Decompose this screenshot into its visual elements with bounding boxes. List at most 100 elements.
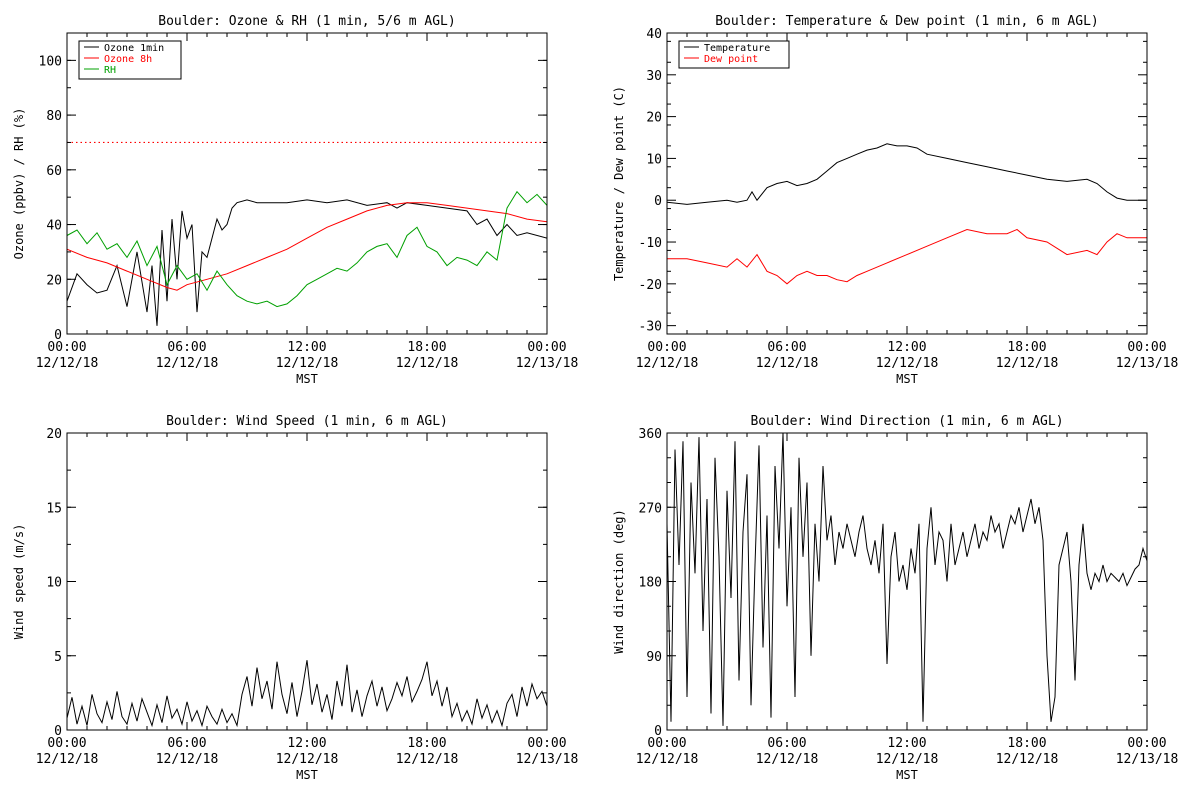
y-tick-label: 360 <box>639 427 662 442</box>
x-tick-label-time: 00:00 <box>47 340 86 355</box>
legend-label: Ozone 8h <box>104 54 152 65</box>
y-tick-label: 0 <box>54 328 62 343</box>
y-tick-label: 0 <box>654 724 662 739</box>
x-tick-label-date: 12/12/18 <box>156 752 219 767</box>
series-line-temperature <box>667 143 1147 205</box>
x-axis-label: MST <box>296 372 318 386</box>
y-axis-label: Temperature / Dew point (C) <box>612 86 626 281</box>
series-group <box>67 660 547 728</box>
x-tick-label-time: 12:00 <box>887 340 926 355</box>
legend-label: Dew point <box>704 54 758 65</box>
x-tick-label-time: 06:00 <box>767 736 806 751</box>
x-tick-label-date: 12/12/18 <box>36 752 99 767</box>
series-group <box>667 143 1147 285</box>
x-axis-label: MST <box>896 768 918 782</box>
x-tick-label-date: 12/12/18 <box>276 356 339 371</box>
panel-4: Boulder: Wind Direction (1 min, 6 m AGL)… <box>612 414 1178 782</box>
series-line-1 <box>67 660 547 728</box>
plot-frame <box>66 432 548 731</box>
x-tick-label-date: 12/12/18 <box>996 356 1059 371</box>
panel-3: Boulder: Wind Speed (1 min, 6 m AGL) 00:0… <box>12 414 578 782</box>
plot-frame <box>666 432 1148 731</box>
panel-2: Boulder: Temperature & Dew point (1 min,… <box>612 14 1178 386</box>
x-tick-label-date: 12/12/18 <box>396 356 459 371</box>
y-tick-label: 10 <box>46 576 62 591</box>
series-line-ozone-8h <box>67 202 547 291</box>
x-tick-label-time: 06:00 <box>767 340 806 355</box>
y-tick-label: 20 <box>646 111 662 126</box>
y-tick-label: 0 <box>654 194 662 209</box>
legend-label: Ozone 1min <box>104 43 164 54</box>
y-tick-label: 20 <box>46 273 62 288</box>
y-tick-label: 40 <box>46 219 62 234</box>
x-axis-label: MST <box>896 372 918 386</box>
y-tick-label: 90 <box>646 650 662 665</box>
series-group <box>67 141 547 326</box>
y-axis-label: Ozone (ppbv) / RH (%) <box>12 108 26 260</box>
x-tick-label-date: 12/13/18 <box>1116 356 1179 371</box>
x-axis-label: MST <box>296 768 318 782</box>
y-tick-label: 15 <box>46 501 62 516</box>
x-tick-label-time: 06:00 <box>167 736 206 751</box>
series-line-dew-point <box>667 228 1147 285</box>
x-tick-label-time: 18:00 <box>407 340 446 355</box>
y-tick-label: 20 <box>46 427 62 442</box>
plot-frame <box>666 32 1148 335</box>
panel-title: Boulder: Ozone & RH (1 min, 5/6 m AGL) <box>158 14 455 29</box>
x-tick-label-date: 12/12/18 <box>876 356 939 371</box>
y-tick-label: 30 <box>646 69 662 84</box>
x-tick-label-time: 00:00 <box>1127 340 1166 355</box>
x-tick-label-time: 12:00 <box>287 340 326 355</box>
x-tick-label-time: 00:00 <box>647 340 686 355</box>
x-tick-label-date: 12/12/18 <box>756 356 819 371</box>
y-tick-label: 0 <box>54 724 62 739</box>
x-tick-label-time: 00:00 <box>527 736 566 751</box>
y-axis-label: Wind speed (m/s) <box>12 524 26 640</box>
panel-title: Boulder: Wind Speed (1 min, 6 m AGL) <box>166 414 448 429</box>
x-tick-label-date: 12/12/18 <box>36 356 99 371</box>
series-line-ozone-1min <box>67 199 547 326</box>
y-tick-label: -10 <box>639 236 662 251</box>
y-tick-label: 270 <box>639 501 662 516</box>
x-tick-label-time: 00:00 <box>527 340 566 355</box>
y-tick-label: 80 <box>46 109 62 124</box>
x-tick-label-date: 12/12/18 <box>876 752 939 767</box>
x-tick-label-date: 12/12/18 <box>156 356 219 371</box>
x-tick-label-date: 12/13/18 <box>516 356 579 371</box>
x-tick-label-time: 00:00 <box>1127 736 1166 751</box>
x-tick-label-time: 06:00 <box>167 340 206 355</box>
y-axis-label: Wind direction (deg) <box>612 509 626 654</box>
series-line-rh <box>67 190 547 308</box>
x-tick-label-date: 12/12/18 <box>636 356 699 371</box>
y-tick-label: -30 <box>639 320 662 335</box>
x-tick-label-date: 12/12/18 <box>756 752 819 767</box>
y-tick-label: 5 <box>54 650 62 665</box>
x-tick-label-time: 18:00 <box>1007 340 1046 355</box>
panel-title: Boulder: Wind Direction (1 min, 6 m AGL) <box>750 414 1063 429</box>
y-tick-label: -20 <box>639 278 662 293</box>
x-tick-label-date: 12/13/18 <box>1116 752 1179 767</box>
x-tick-label-date: 12/13/18 <box>516 752 579 767</box>
panel-1: Boulder: Ozone & RH (1 min, 5/6 m AGL)00… <box>12 14 578 386</box>
x-tick-label-date: 12/12/18 <box>396 752 459 767</box>
panel-title: Boulder: Temperature & Dew point (1 min,… <box>715 14 1099 29</box>
y-tick-label: 60 <box>46 164 62 179</box>
series-line-1 <box>667 433 1147 726</box>
y-tick-label: 10 <box>646 152 662 167</box>
x-tick-label-time: 18:00 <box>1007 736 1046 751</box>
x-tick-label-time: 00:00 <box>647 736 686 751</box>
y-tick-label: 180 <box>639 576 662 591</box>
series-group <box>667 433 1147 726</box>
legend-label: RH <box>104 65 116 76</box>
x-tick-label-date: 12/12/18 <box>996 752 1059 767</box>
x-tick-label-time: 18:00 <box>407 736 446 751</box>
x-tick-label-date: 12/12/18 <box>636 752 699 767</box>
x-tick-label-date: 12/12/18 <box>276 752 339 767</box>
legend-label: Temperature <box>704 43 770 54</box>
y-tick-label: 40 <box>646 27 662 42</box>
legend-box <box>678 40 790 69</box>
x-tick-label-time: 12:00 <box>887 736 926 751</box>
